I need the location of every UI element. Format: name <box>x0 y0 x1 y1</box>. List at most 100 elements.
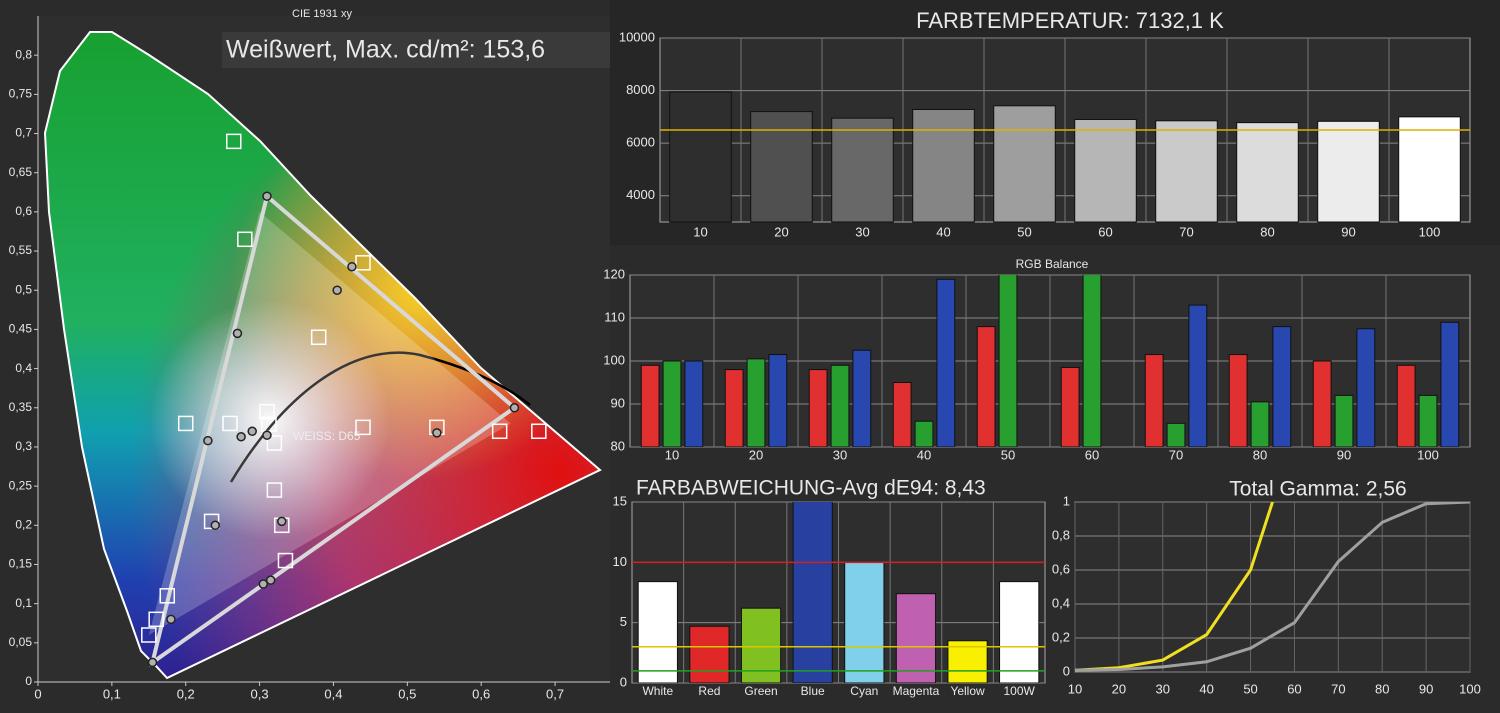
x-tick-label: 10 <box>665 447 679 462</box>
white-luminance: Weißwert, Max. cd/m²: 153,6 <box>226 36 545 64</box>
bar <box>1166 422 1186 447</box>
measured-point <box>262 430 272 440</box>
target-point <box>222 415 238 432</box>
x-tick-label: 0,5 <box>398 686 416 701</box>
y-tick-label: 0,15 <box>9 557 33 571</box>
target-point <box>277 552 294 569</box>
gamut-area <box>148 211 511 635</box>
x-tick-label: 70 <box>1179 224 1193 239</box>
measured-point <box>247 426 257 437</box>
target-point <box>259 403 275 420</box>
planckian-locus <box>229 351 531 483</box>
target-point <box>355 255 371 271</box>
measured-point <box>277 516 287 527</box>
y-tick-label: 0,75 <box>9 87 33 101</box>
gamma-line <box>1075 502 1470 672</box>
target-point <box>141 627 157 643</box>
gamma-plot-area <box>1074 501 1471 673</box>
x-tick-label: 100 <box>1419 224 1441 239</box>
target-point <box>266 435 283 451</box>
x-tick-label: 100W <box>1004 684 1036 698</box>
bar <box>844 561 885 683</box>
y-tick-label: 100 <box>603 352 625 367</box>
measured-point <box>265 575 276 585</box>
bar <box>993 105 1056 223</box>
bar <box>768 354 788 447</box>
bar <box>999 581 1040 683</box>
x-tick-label: 10 <box>693 224 707 239</box>
bar <box>1250 401 1270 447</box>
x-tick-label: 0,4 <box>324 686 342 701</box>
bar <box>640 364 660 447</box>
locus-outline <box>43 31 602 680</box>
spectral-locus <box>43 31 602 680</box>
y-tick-label: 80 <box>611 438 625 453</box>
x-tick-label: 90 <box>1337 447 1351 462</box>
bar <box>912 108 975 223</box>
x-tick-label: 30 <box>855 224 869 239</box>
x-tick-label: Yellow <box>950 684 985 698</box>
bar <box>689 625 730 683</box>
x-tick-label: 50 <box>1017 224 1031 239</box>
x-tick-label: 30 <box>833 447 847 462</box>
bar <box>976 326 996 447</box>
bar <box>746 358 766 447</box>
x-tick-label: Green <box>744 684 777 698</box>
bar <box>895 593 937 683</box>
bar <box>669 91 732 223</box>
bar <box>914 420 934 447</box>
x-tick-label: 40 <box>936 224 950 239</box>
x-tick-label: Cyan <box>850 684 878 698</box>
bar <box>852 349 872 447</box>
x-tick-label: 90 <box>1419 681 1433 696</box>
y-tick-label: 90 <box>611 395 625 410</box>
bar <box>1228 354 1248 447</box>
y-tick-label: 0,35 <box>9 400 33 414</box>
x-tick-label: 60 <box>1287 681 1301 696</box>
y-tick-label: 10000 <box>619 29 655 44</box>
target-point <box>266 482 283 498</box>
measured-point <box>210 520 221 531</box>
bar <box>947 640 988 683</box>
y-tick-label: 1 <box>1063 493 1070 508</box>
bar <box>830 364 850 447</box>
y-tick-label: 0,05 <box>9 635 33 649</box>
x-tick-label: 20 <box>774 224 788 239</box>
x-tick-label: 0,7 <box>546 686 564 701</box>
y-tick-label: 0,4 <box>15 361 32 375</box>
bar <box>740 607 782 683</box>
bar <box>998 275 1018 447</box>
measured-point <box>236 432 246 442</box>
y-tick-label: 6000 <box>626 135 655 150</box>
grouped-bars <box>640 275 1460 447</box>
cie-title: CIE 1931 xy <box>292 8 352 20</box>
y-tick-label: 4000 <box>626 187 655 202</box>
measured-point <box>203 435 213 446</box>
x-tick-label: 80 <box>1375 681 1389 696</box>
measured-point <box>232 328 243 339</box>
target-point <box>177 415 194 432</box>
measured-point <box>166 614 176 625</box>
x-tick-label: Red <box>698 684 720 698</box>
y-tick-label: 0,6 <box>1052 561 1070 576</box>
cie-marks <box>141 133 547 668</box>
target-point <box>531 423 547 440</box>
measured-point <box>509 403 520 413</box>
bar <box>637 581 678 683</box>
bar <box>1418 394 1438 447</box>
rgb-title: RGB Balance <box>1016 257 1089 271</box>
bar <box>1312 360 1332 447</box>
x-tick-label: 100 <box>1459 681 1481 696</box>
y-tick-label: 0,25 <box>9 478 33 492</box>
y-tick-label: 0,8 <box>1052 527 1070 542</box>
bar <box>936 278 956 447</box>
temp-title: FARBTEMPERATUR: 7132,1 K <box>916 8 1224 33</box>
target-point <box>148 611 164 628</box>
y-tick-label: 0,5 <box>15 282 32 296</box>
temp-title-bg <box>930 8 1275 36</box>
bars <box>660 38 1470 223</box>
target-point <box>159 588 176 604</box>
x-tick-label: 0,6 <box>472 686 490 701</box>
measured-point <box>262 191 272 201</box>
y-tick-label: 0,8 <box>15 47 32 61</box>
